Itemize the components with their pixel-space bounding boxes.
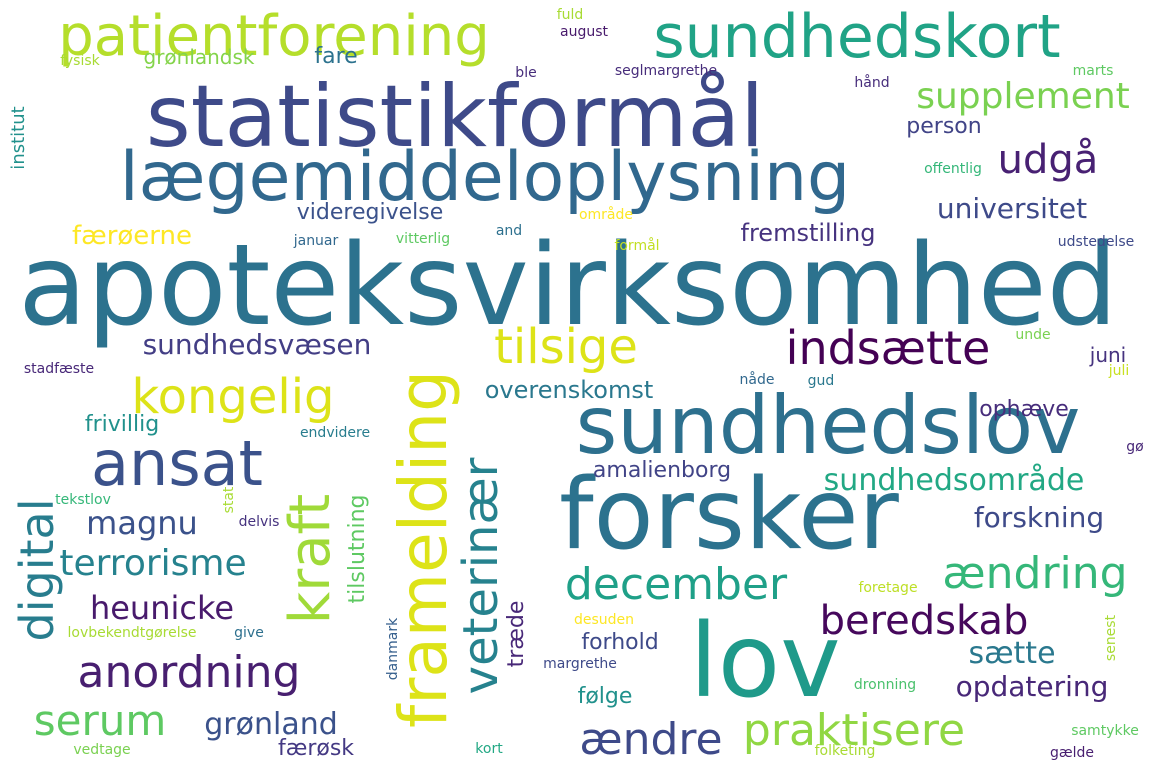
cloud-word: udstedelse [1057,234,1135,250]
cloud-word: formål [614,238,660,254]
cloud-word: statistikformål [145,67,765,167]
cloud-word: and [495,223,523,239]
cloud-word: lovbekendtgørelse [67,625,197,641]
cloud-word: kort [475,741,503,757]
cloud-word: seglmargrethe [614,63,718,79]
cloud-word: forhold [581,630,659,655]
cloud-word: person [906,114,982,139]
cloud-word: endvidere [299,425,371,441]
cloud-word: sundhedsområde [823,463,1085,498]
cloud-word: ble [515,65,537,81]
cloud-word: nåde [739,372,775,388]
cloud-word: træde [504,600,529,668]
cloud-word: magnu [86,504,198,542]
cloud-word: samtykke [1071,723,1139,739]
cloud-word: digital [10,498,64,642]
cloud-word: gud [807,373,835,389]
cloud-word: udgå [997,137,1099,183]
cloud-word: kraft [278,493,343,625]
cloud-word: marts [1072,63,1114,79]
cloud-word: tilsige [494,319,638,375]
cloud-word: lov [689,602,841,721]
cloud-word: hånd [854,75,890,91]
cloud-word: beredskab [819,598,1029,644]
cloud-word: anordning [77,647,301,698]
cloud-word: følge [577,684,633,709]
cloud-word: serum [33,696,167,745]
cloud-word: ændre [579,714,723,765]
cloud-word: universitet [936,192,1088,225]
cloud-word: videregivelse [296,200,444,225]
cloud-word: kongelig [131,369,335,425]
cloud-word: terrorisme [59,543,247,584]
cloud-word: ændring [942,548,1128,599]
cloud-word: sætte [968,636,1056,671]
cloud-word: fremstilling [740,219,876,247]
cloud-word: veterinær [453,457,509,695]
cloud-word: tilslutning [345,494,370,604]
cloud-word: fysisk [60,53,100,69]
cloud-word: give [234,625,264,641]
cloud-word: juni [1089,343,1127,367]
cloud-word: offentlig [924,161,982,177]
cloud-word: unde [1015,327,1051,343]
cloud-word: færøerne [72,221,192,251]
cloud-word: januar [293,233,339,249]
cloud-word: sundhedsvæsen [142,328,372,361]
cloud-word: opdatering [955,670,1109,703]
cloud-word: vitterlig [395,231,451,247]
cloud-word: apoteksvirksomhed [18,221,1118,351]
cloud-word: indsætte [785,321,991,375]
cloud-word: sundhedslov [575,379,1081,472]
cloud-word: forskning [973,501,1105,534]
cloud-word: forsker [559,458,899,572]
cloud-word: fare [314,44,358,69]
cloud-word: amalienborg [592,458,732,483]
cloud-word: margrethe [543,656,617,672]
cloud-word: praktisere [742,705,966,756]
cloud-word: ophæve [979,397,1069,422]
cloud-word: stat [221,486,237,514]
cloud-word: desuden [573,612,635,628]
cloud-word: dronning [853,677,917,693]
cloud-word: sundhedskort [653,2,1061,72]
cloud-word: folketing [814,743,876,759]
cloud-word: heunicke [89,589,235,627]
cloud-word: supplement [916,76,1130,117]
cloud-word: gælde [1049,745,1095,761]
cloud-word: gø [1126,439,1144,455]
cloud-word: stadfæste [23,361,95,377]
cloud-word: frivillig [84,412,160,437]
cloud-word: institut [8,106,29,170]
cloud-word: fuld [556,7,584,23]
cloud-word: ansat [91,427,263,500]
cloud-word: danmark [385,617,401,681]
cloud-word: foretage [858,580,918,596]
cloud-word: vedtage [73,742,131,758]
cloud-word: grønlandsk [143,45,255,69]
cloud-word: tekstlov [55,492,111,508]
cloud-word: område [578,207,634,223]
cloud-word: august [560,24,608,40]
cloud-word: delvis [238,514,280,530]
cloud-word: grønland [204,707,338,742]
cloud-word: december [564,559,788,610]
cloud-word: senest [1103,614,1119,662]
cloud-word: færøsk [277,736,355,761]
cloud-word: juli [1108,363,1130,379]
cloud-word: overenskomst [484,376,654,404]
cloud-word: lægemiddeloplysning [119,138,851,217]
cloud-word: patientforening [58,4,490,69]
